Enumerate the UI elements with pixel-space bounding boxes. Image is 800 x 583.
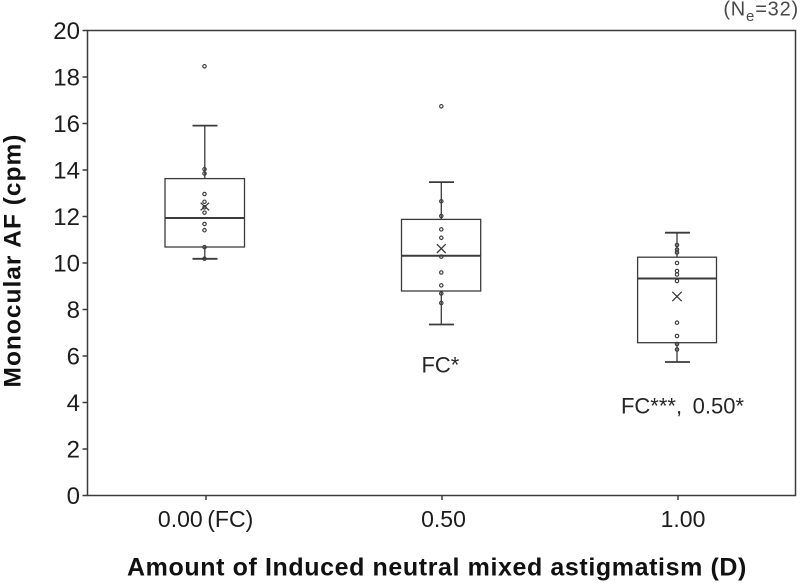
svg-text:Amount of Induced neutral mixe: Amount of Induced neutral mixed astigmat… [127, 554, 747, 582]
svg-text:18: 18 [53, 65, 80, 92]
svg-text:FC***, 0.50*: FC***, 0.50* [621, 394, 744, 419]
svg-text:0: 0 [67, 483, 80, 510]
svg-text:2: 2 [67, 437, 80, 464]
svg-text:1.00: 1.00 [661, 506, 706, 532]
svg-text:8: 8 [67, 297, 80, 324]
svg-text:10: 10 [53, 251, 80, 278]
svg-text:16: 16 [53, 111, 80, 138]
svg-text:14: 14 [53, 158, 80, 185]
svg-text:4: 4 [67, 390, 80, 417]
svg-text:20: 20 [53, 18, 80, 45]
svg-text:Monocular AF (cpm): Monocular AF (cpm) [0, 134, 27, 388]
svg-text:6: 6 [67, 344, 80, 371]
svg-text:FC*: FC* [421, 353, 459, 378]
svg-text:0.50: 0.50 [421, 506, 466, 532]
svg-text:12: 12 [53, 204, 80, 231]
svg-text:0.00 (FC): 0.00 (FC) [158, 506, 253, 532]
